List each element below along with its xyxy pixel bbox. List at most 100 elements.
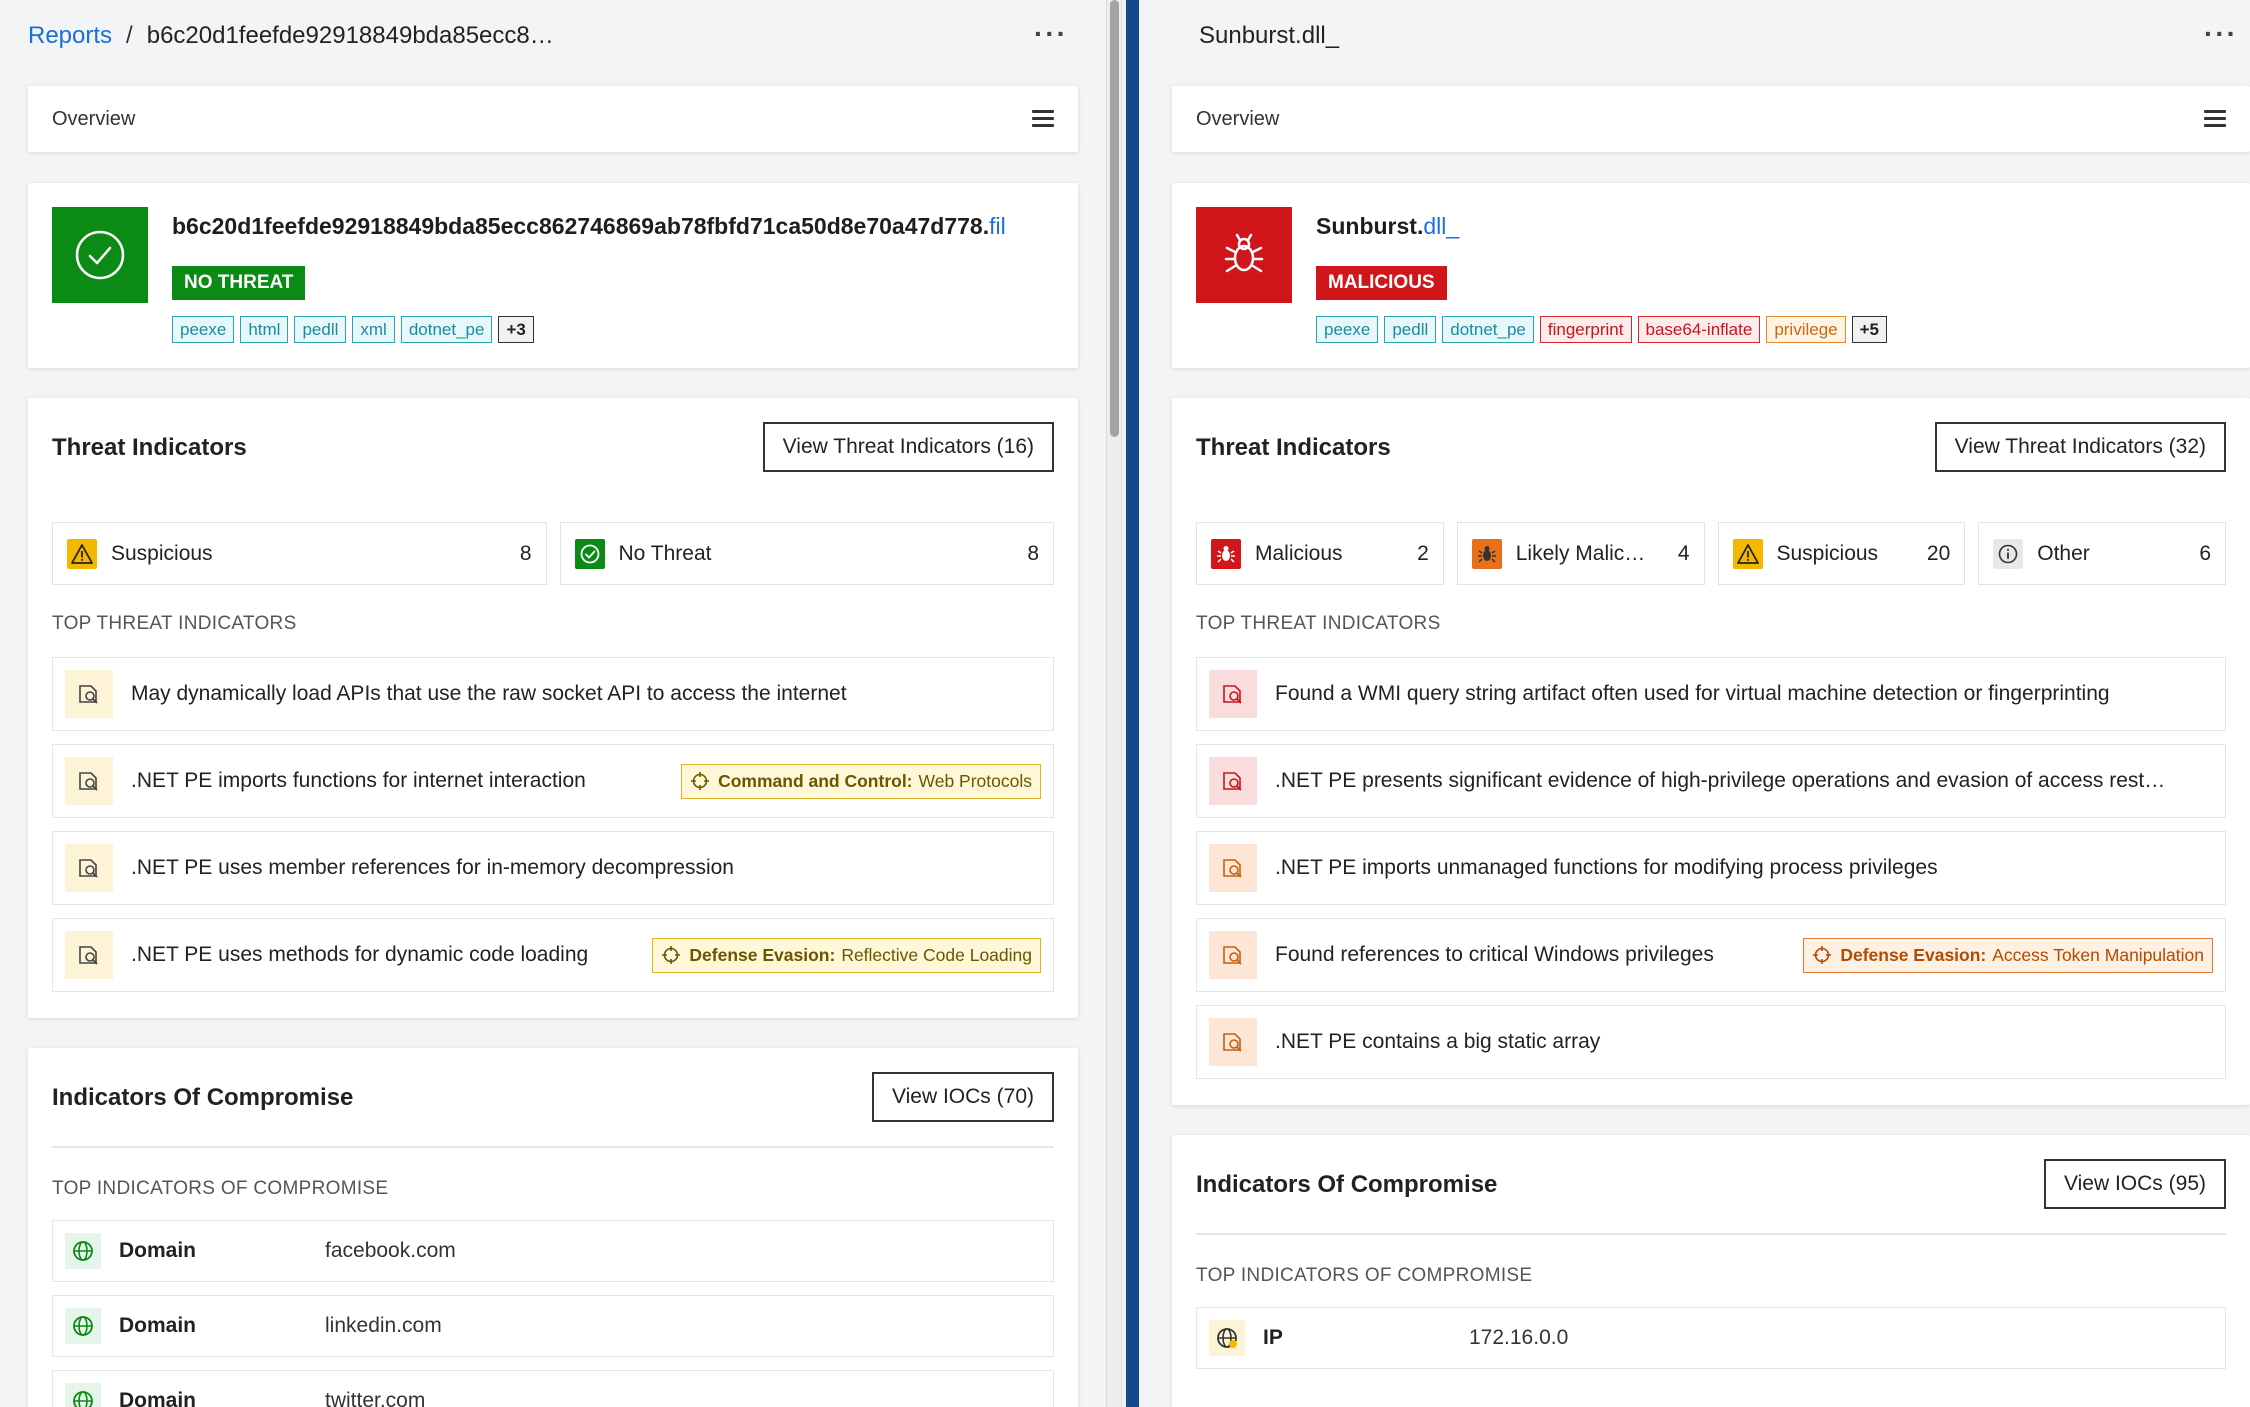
stat-malicious[interactable]: Malicious 2 xyxy=(1196,522,1444,585)
likely-malicious-indicator-icon xyxy=(1209,931,1257,979)
iocs-card: Indicators Of Compromise View IOCs (95) … xyxy=(1172,1135,2250,1407)
overview-bar: Overview xyxy=(1172,86,2250,152)
threat-indicator-row[interactable]: .NET PE uses methods for dynamic code lo… xyxy=(52,918,1054,992)
ioc-row[interactable]: Domain facebook.com xyxy=(52,1220,1054,1282)
threat-stats: Suspicious 8 No Threat 8 xyxy=(52,522,1054,585)
overview-title: Overview xyxy=(1196,107,1280,130)
file-name: Sunburst.dll_ xyxy=(1316,213,1460,239)
stat-other[interactable]: Other 6 xyxy=(1978,522,2226,585)
threat-stats: Malicious 2 Likely Malic… 4 Suspicious 2… xyxy=(1196,522,2226,585)
tag[interactable]: xml xyxy=(352,316,395,343)
ioc-row[interactable]: IP 172.16.0.0 xyxy=(1196,1307,2226,1369)
report-title: Sunburst.dll_ xyxy=(1199,22,1340,49)
malicious-indicator-icon xyxy=(1209,757,1257,805)
ioc-list: Domain facebook.com Domain linkedin.com … xyxy=(52,1220,1054,1407)
info-icon xyxy=(1993,538,2024,569)
top-threat-indicators-heading: TOP THREAT INDICATORS xyxy=(1196,613,1441,634)
suspicious-indicator-icon xyxy=(65,931,113,979)
split-view-divider[interactable] xyxy=(1126,0,1139,1407)
stat-suspicious[interactable]: Suspicious 8 xyxy=(52,522,547,585)
tag[interactable]: privilege xyxy=(1766,316,1846,343)
threat-indicator-row[interactable]: .NET PE contains a big static array xyxy=(1196,1005,2226,1079)
stat-no-threat[interactable]: No Threat 8 xyxy=(559,522,1054,585)
verdict-badge: MALICIOUS xyxy=(1316,266,1447,300)
malicious-indicator-icon xyxy=(1209,670,1257,718)
threat-indicator-row[interactable]: .NET PE presents significant evidence of… xyxy=(1196,744,2226,818)
more-options-icon[interactable]: ··· xyxy=(2204,18,2238,49)
left-header: Reports / b6c20d1feefde92918849bda85ecc8… xyxy=(0,0,1106,72)
suspicious-indicator-icon xyxy=(65,844,113,892)
mitre-attack-badge[interactable]: Command and Control: Web Protocols xyxy=(681,763,1041,799)
tag[interactable]: base64-inflate xyxy=(1637,316,1761,343)
tag[interactable]: pedll xyxy=(1384,316,1437,343)
hamburger-menu-icon[interactable] xyxy=(2204,110,2226,128)
breadcrumb-current: b6c20d1feefde92918849bda85ecc8… xyxy=(146,22,554,49)
view-iocs-button[interactable]: View IOCs (95) xyxy=(2044,1159,2226,1209)
threat-indicators-title: Threat Indicators xyxy=(1196,434,1391,461)
divider xyxy=(52,1146,1054,1148)
view-threat-indicators-button[interactable]: View Threat Indicators (16) xyxy=(762,422,1054,472)
verdict-badge: NO THREAT xyxy=(172,266,306,300)
right-report-pane: Sunburst.dll_ ··· Overview Sunburst.dll_… xyxy=(1141,0,2250,1407)
threat-indicator-row[interactable]: .NET PE uses member references for in-me… xyxy=(52,831,1054,905)
file-summary-card: Sunburst.dll_ MALICIOUS peexe pedll dotn… xyxy=(1172,183,2250,368)
tag[interactable]: peexe xyxy=(172,316,235,343)
crosshair-icon xyxy=(691,772,710,790)
mitre-attack-badge[interactable]: Defense Evasion: Access Token Manipulatio… xyxy=(1803,937,2213,973)
threat-indicator-row[interactable]: Found a WMI query string artifact often … xyxy=(1196,657,2226,731)
threat-indicators-card: Threat Indicators View Threat Indicators… xyxy=(28,398,1078,1018)
threat-indicator-row[interactable]: Found references to critical Windows pri… xyxy=(1196,918,2226,992)
breadcrumb-reports-link[interactable]: Reports xyxy=(28,22,113,49)
left-report-pane: Reports / b6c20d1feefde92918849bda85ecc8… xyxy=(0,0,1106,1407)
likely-malicious-indicator-icon xyxy=(1209,844,1257,892)
threat-indicator-row[interactable]: .NET PE imports functions for internet i… xyxy=(52,744,1054,818)
overview-title: Overview xyxy=(52,107,136,130)
right-header: Sunburst.dll_ ··· xyxy=(1141,0,2250,72)
no-threat-check-icon xyxy=(52,207,148,303)
suspicious-indicator-icon xyxy=(65,757,113,805)
view-iocs-button[interactable]: View IOCs (70) xyxy=(872,1072,1054,1122)
globe-icon xyxy=(65,1233,101,1269)
tag[interactable]: peexe xyxy=(1316,316,1379,343)
hamburger-menu-icon[interactable] xyxy=(1032,110,1054,128)
threat-indicator-list: May dynamically load APIs that use the r… xyxy=(52,657,1054,1005)
more-tags-button[interactable]: +3 xyxy=(498,316,534,343)
top-iocs-heading: TOP INDICATORS OF COMPROMISE xyxy=(52,1178,389,1199)
crosshair-icon xyxy=(662,946,681,964)
bug-orange-icon xyxy=(1471,538,1502,569)
warning-icon xyxy=(67,538,97,569)
tag-list: peexe html pedll xml dotnet_pe +3 xyxy=(172,316,534,343)
threat-indicator-row[interactable]: .NET PE imports unmanaged functions for … xyxy=(1196,831,2226,905)
divider xyxy=(1196,1233,2226,1235)
threat-indicator-list: Found a WMI query string artifact often … xyxy=(1196,657,2226,1092)
ioc-row[interactable]: Domain twitter.com xyxy=(52,1370,1054,1407)
ioc-row[interactable]: Domain linkedin.com xyxy=(52,1295,1054,1357)
tag[interactable]: dotnet_pe xyxy=(1442,316,1534,343)
top-threat-indicators-heading: TOP THREAT INDICATORS xyxy=(52,613,297,634)
tag[interactable]: fingerprint xyxy=(1539,316,1632,343)
check-circle-icon xyxy=(574,538,605,569)
overview-bar: Overview xyxy=(28,86,1078,152)
view-threat-indicators-button[interactable]: View Threat Indicators (32) xyxy=(1934,422,2226,472)
mitre-attack-badge[interactable]: Defense Evasion: Reflective Code Loading xyxy=(652,937,1041,973)
ip-globe-icon xyxy=(1209,1320,1245,1356)
tag[interactable]: html xyxy=(240,316,289,343)
iocs-card: Indicators Of Compromise View IOCs (70) … xyxy=(28,1048,1078,1407)
warning-icon xyxy=(1732,538,1763,569)
stat-likely-malicious[interactable]: Likely Malic… 4 xyxy=(1456,522,1705,585)
tag[interactable]: pedll xyxy=(294,316,347,343)
stat-suspicious[interactable]: Suspicious 20 xyxy=(1717,522,1966,585)
scrollbar-thumb[interactable] xyxy=(1110,0,1119,437)
ioc-list: IP 172.16.0.0 xyxy=(1196,1307,2226,1382)
tag-list: peexe pedll dotnet_pe fingerprint base64… xyxy=(1316,316,1888,343)
tag[interactable]: dotnet_pe xyxy=(400,316,493,343)
globe-icon xyxy=(65,1383,101,1407)
malicious-bug-icon xyxy=(1196,207,1292,303)
threat-indicator-row[interactable]: May dynamically load APIs that use the r… xyxy=(52,657,1054,731)
globe-icon xyxy=(65,1308,101,1344)
crosshair-icon xyxy=(1813,946,1832,964)
file-summary-card: b6c20d1feefde92918849bda85ecc862746869ab… xyxy=(28,183,1078,368)
more-options-icon[interactable]: ··· xyxy=(1034,18,1068,49)
more-tags-button[interactable]: +5 xyxy=(1851,316,1888,343)
file-name: b6c20d1feefde92918849bda85ecc862746869ab… xyxy=(172,213,1006,239)
